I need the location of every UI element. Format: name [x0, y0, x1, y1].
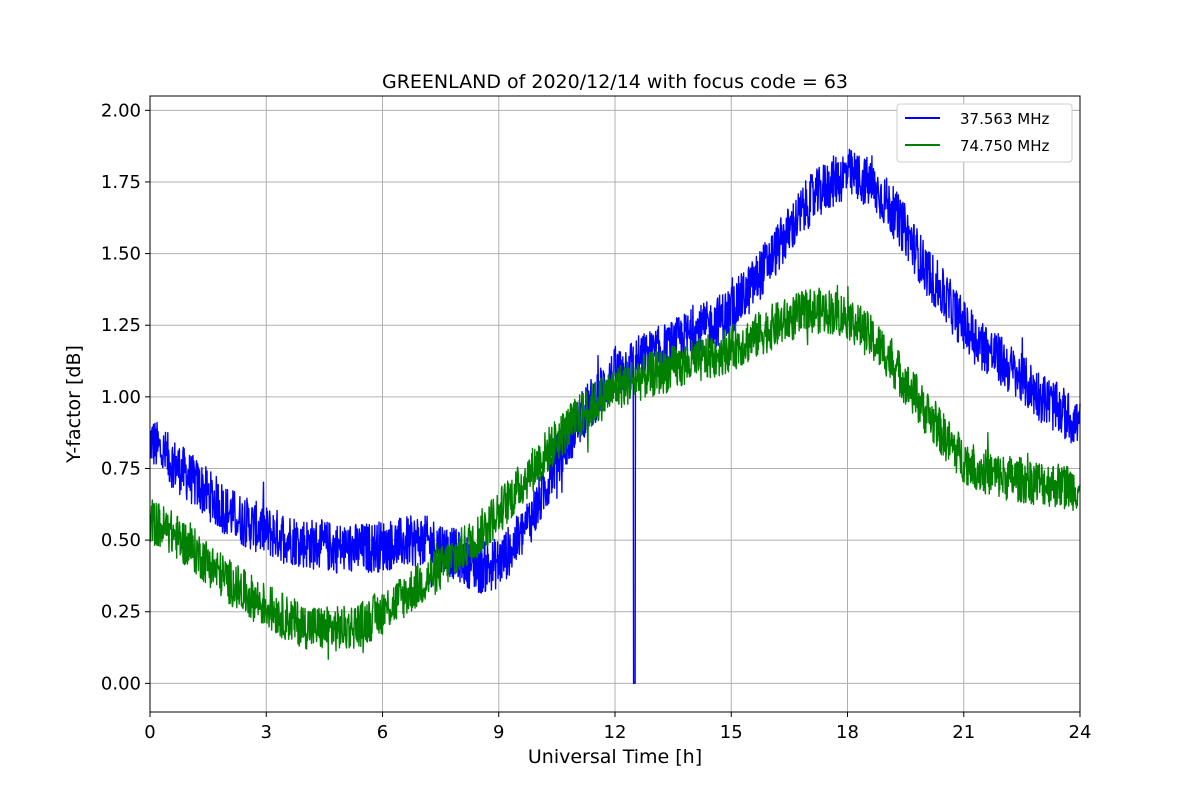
x-tick-label: 15 — [720, 722, 743, 743]
series-line-2 — [149, 284, 1081, 660]
x-tick-label: 18 — [836, 722, 859, 743]
x-tick-label: 24 — [1069, 722, 1092, 743]
x-tick-label: 0 — [144, 722, 155, 743]
y-tick-label: 1.50 — [101, 244, 141, 265]
y-tick-label: 1.00 — [101, 387, 141, 408]
y-tick-label: 1.25 — [101, 315, 141, 336]
x-tick-label: 21 — [952, 722, 975, 743]
y-axis-title: Y-factor [dB] — [63, 345, 85, 464]
x-axis-title: Universal Time [h] — [528, 746, 702, 768]
legend-label-2: 74.750 MHz — [960, 137, 1049, 155]
x-tick-label: 3 — [261, 722, 272, 743]
series-line-1 — [149, 148, 1081, 684]
legend: 37.563 MHz 74.750 MHz — [896, 103, 1073, 163]
y-tick-label: 0.00 — [101, 673, 141, 694]
y-tick-label: 0.75 — [101, 458, 141, 479]
y-tick-label: 2.00 — [101, 100, 141, 121]
y-tick-label: 1.75 — [101, 172, 141, 193]
chart-title: GREENLAND of 2020/12/14 with focus code … — [382, 71, 848, 93]
x-tick-label: 6 — [377, 722, 388, 743]
y-tick-label: 0.25 — [101, 602, 141, 623]
axis-ticks: 0 3 6 9 12 15 18 21 24 0.00 0.25 0.50 0.75 1.00 1.25 1.… — [101, 100, 1092, 743]
legend-box — [896, 103, 1073, 163]
x-tick-label: 9 — [493, 722, 504, 743]
series-area — [149, 148, 1081, 684]
x-tick-label: 12 — [604, 722, 627, 743]
legend-label-1: 37.563 MHz — [960, 110, 1049, 128]
y-tick-label: 0.50 — [101, 530, 141, 551]
